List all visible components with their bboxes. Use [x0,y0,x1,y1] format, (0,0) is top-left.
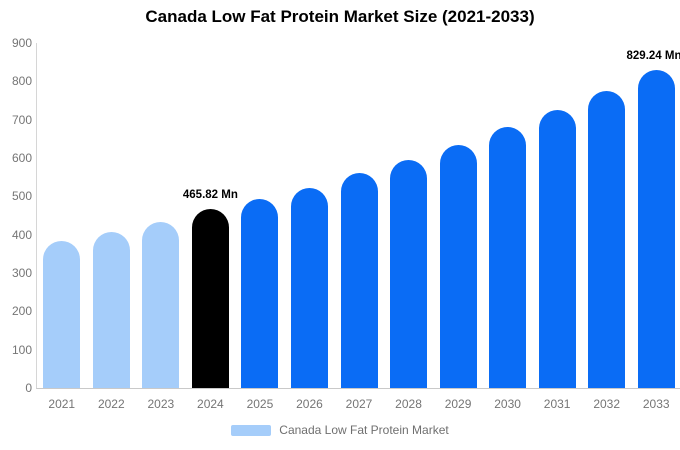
x-axis-tick-label: 2023 [147,397,175,411]
y-axis-tick-label: 500 [11,189,32,204]
x-axis-tick-label: 2033 [642,397,670,411]
bar-value-label-2033: 829.24 Mn [626,50,680,63]
x-axis-tick-label: 2022 [97,397,125,411]
x-axis-tick-label: 2030 [494,397,521,411]
y-axis-tick-label: 900 [11,36,32,50]
bar-2023[interactable] [142,221,180,388]
x-axis-tick-label: 2025 [246,397,274,411]
y-axis-tick-label: 200 [11,304,32,319]
bar-2030[interactable] [489,127,527,388]
bar-2028[interactable] [390,159,428,388]
bar-2024[interactable] [191,209,229,388]
x-axis-tick-label: 2027 [345,397,373,411]
bar-value-label-2024: 465.82 Mn [182,189,238,202]
y-axis-tick-label: 300 [11,266,32,280]
y-axis-tick-label: 800 [11,74,32,89]
y-axis-tick-label: 600 [11,151,32,165]
bar-2025[interactable] [241,199,279,388]
x-axis-tick-label: 2028 [395,397,422,411]
chart-title: Canada Low Fat Protein Market Size (2021… [145,7,535,26]
x-axis-tick-label: 2032 [593,397,621,411]
legend[interactable]: Canada Low Fat Protein Market [0,423,680,437]
legend-label: Canada Low Fat Protein Market [279,423,449,437]
y-axis-tick-label: 400 [11,227,32,242]
x-axis-tick-label: 2024 [197,397,224,411]
plot-area: 0 100 200 300 400 500 600 700 800 900 2021 2022 202… [12,36,680,411]
bar-2022[interactable] [92,231,130,388]
bar-2026[interactable] [290,187,328,388]
x-axis-tick-label: 2031 [543,397,571,411]
x-axis-tick-label: 2026 [296,397,323,411]
legend-swatch-icon [231,424,272,436]
bar-2033[interactable] [637,70,675,388]
x-axis-tick-label: 2021 [48,397,76,411]
y-axis-tick-label: 100 [11,342,32,357]
y-axis-tick-label: 0 [25,381,32,395]
bar-2027[interactable] [340,173,378,388]
y-axis-tick-label: 700 [11,112,32,127]
bar-2032[interactable] [588,90,626,388]
x-axis-tick-label: 2029 [444,397,472,411]
bar-2031[interactable] [538,110,576,388]
bar-2029[interactable] [439,144,477,388]
bar-2021[interactable] [43,241,81,388]
